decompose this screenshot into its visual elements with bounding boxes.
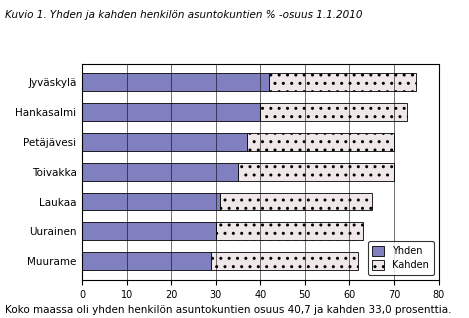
Bar <box>269 73 416 91</box>
Bar <box>82 163 238 181</box>
Legend: Yhden, Kahden: Yhden, Kahden <box>368 241 434 275</box>
Bar <box>82 252 211 270</box>
Bar <box>220 193 372 211</box>
Bar <box>82 103 260 121</box>
Bar <box>82 222 216 240</box>
Bar <box>82 73 269 91</box>
Bar <box>247 133 394 151</box>
Text: Kuvio 1. Yhden ja kahden henkilön asuntokuntien % -osuus 1.1.2010: Kuvio 1. Yhden ja kahden henkilön asunto… <box>5 10 362 19</box>
Bar <box>82 193 220 211</box>
Bar <box>238 163 394 181</box>
Bar <box>82 133 247 151</box>
Bar <box>211 252 358 270</box>
Bar <box>216 222 363 240</box>
Bar <box>260 103 407 121</box>
Text: Koko maassa oli yhden henkilön asuntokuntien osuus 40,7 ja kahden 33,0 prosentti: Koko maassa oli yhden henkilön asuntokun… <box>5 305 451 315</box>
